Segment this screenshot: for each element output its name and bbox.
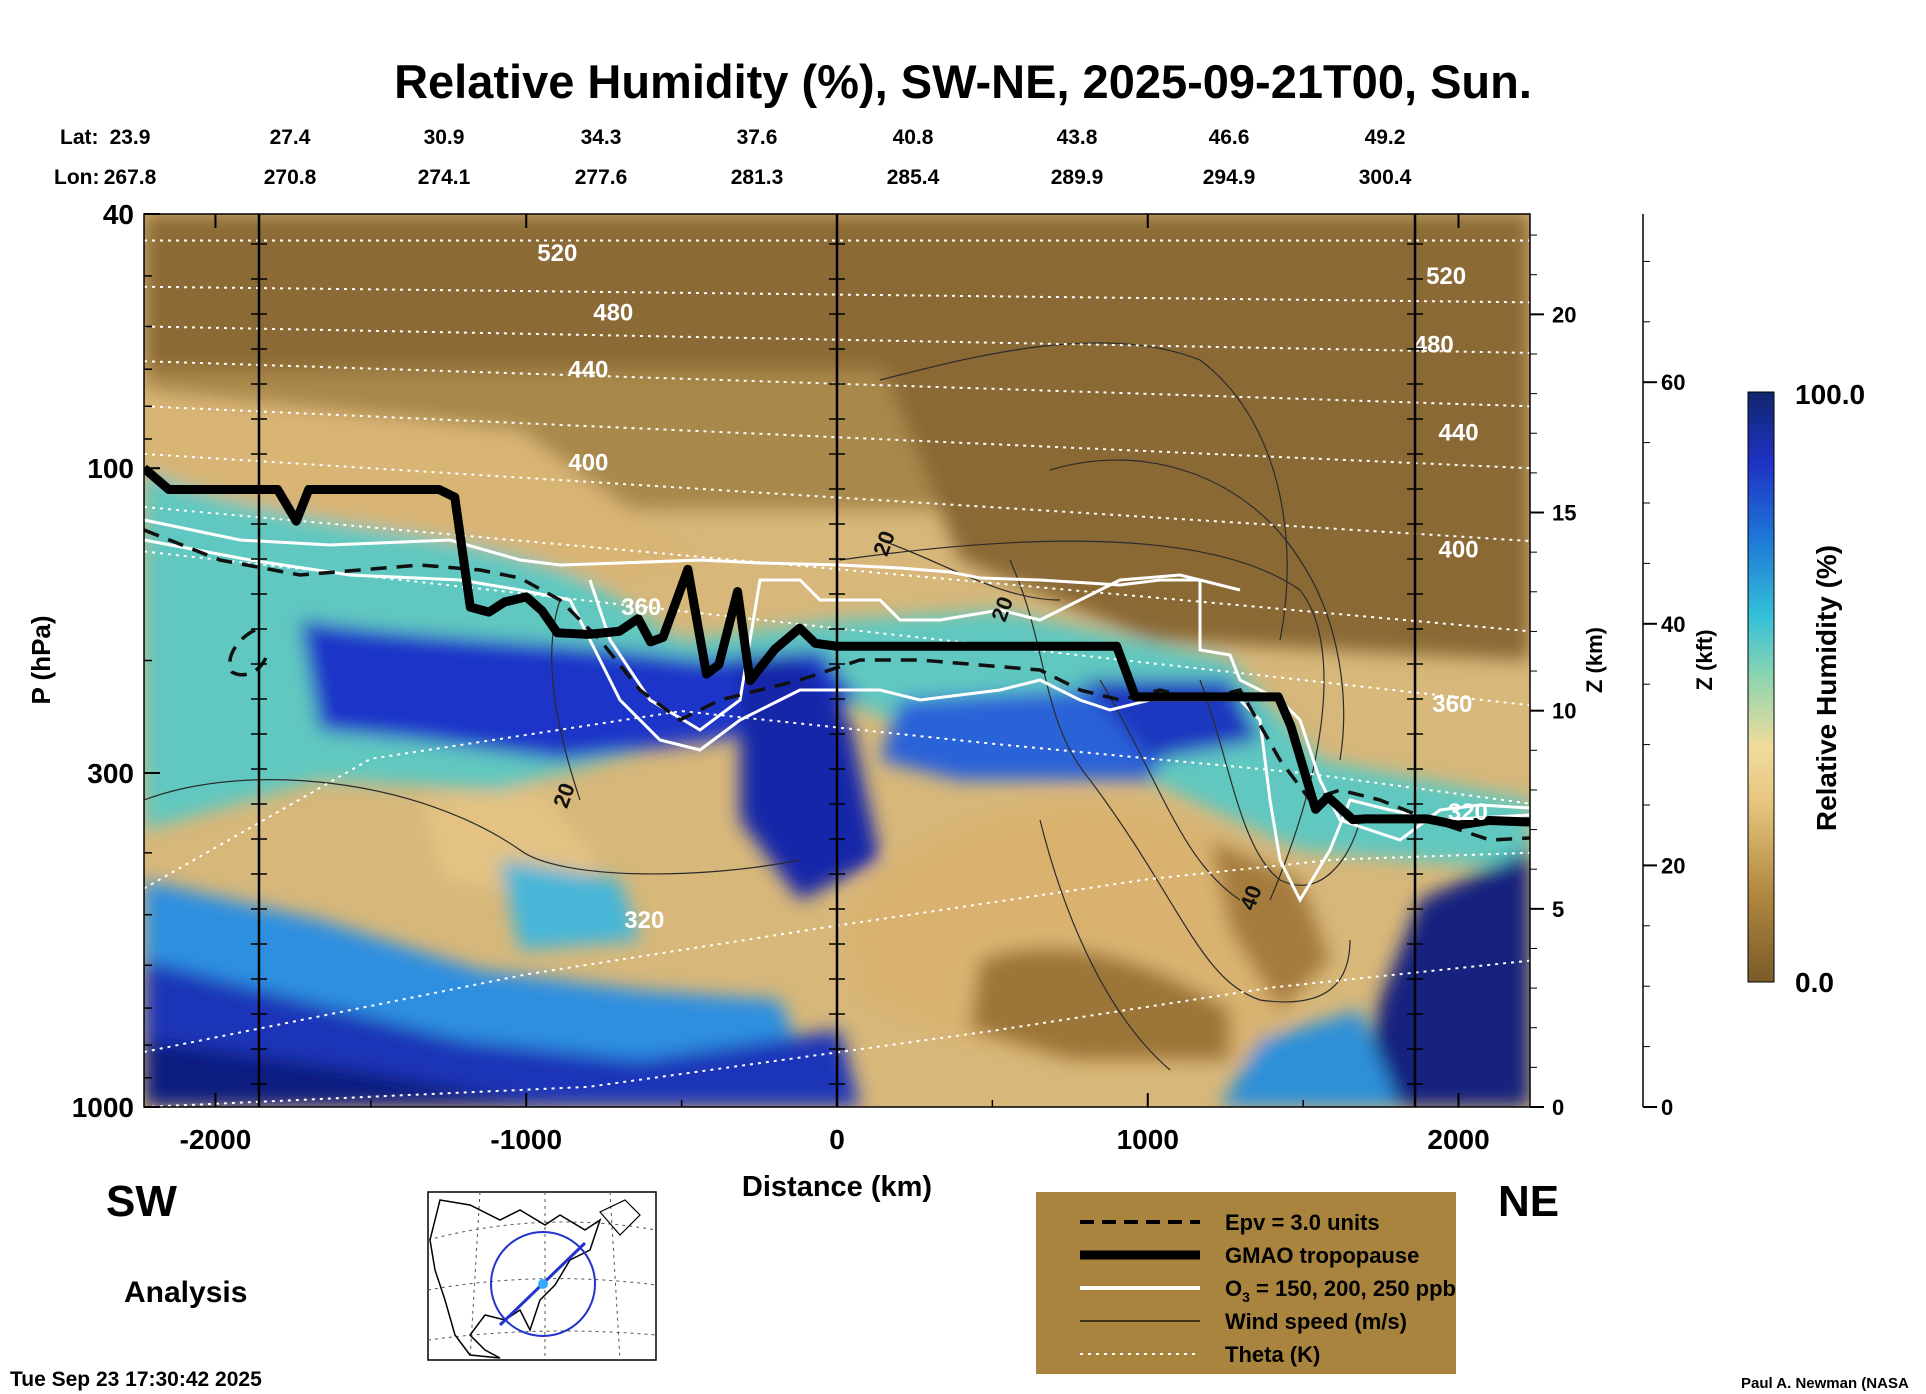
theta-label: 520 [1426, 263, 1466, 290]
lon-value: 267.8 [104, 166, 157, 189]
lon-value: 274.1 [418, 166, 471, 189]
lon-value: 277.6 [575, 166, 628, 189]
x-tick-label: -1000 [490, 1124, 562, 1155]
y-axis-z-kft: 0 20 40 60 [1642, 214, 1685, 1120]
lon-value: 300.4 [1359, 166, 1412, 189]
legend-label: Epv = 3.0 units [1225, 1210, 1380, 1235]
lon-value: 294.9 [1203, 166, 1256, 189]
theta-label: 440 [1439, 420, 1479, 447]
theta-label: 360 [1432, 691, 1472, 718]
legend-label: Wind speed (m/s) [1225, 1309, 1407, 1334]
kft-tick-label: 20 [1661, 853, 1685, 878]
lat-value: 40.8 [893, 126, 934, 149]
y-tick-label: 300 [87, 758, 134, 789]
kft-tick-label: 40 [1661, 612, 1685, 637]
theta-label: 400 [568, 450, 608, 477]
legend-label: O3 = 150, 200, 250 ppb [1225, 1276, 1456, 1305]
z-tick-label: 20 [1552, 302, 1576, 327]
lat-value: 49.2 [1365, 126, 1406, 149]
credit: Paul A. Newman (NASA [1741, 1375, 1909, 1392]
lat-value: 30.9 [424, 126, 465, 149]
y-tick-label: 40 [103, 199, 134, 230]
lat-value: 27.4 [270, 126, 311, 149]
y-axis-z-km: 0 5 10 15 20 [1530, 234, 1576, 1120]
y-tick-label: 100 [87, 453, 134, 484]
x-tick-label: 2000 [1427, 1124, 1489, 1155]
legend-label: GMAO tropopause [1225, 1243, 1419, 1268]
ne-label: NE [1498, 1177, 1559, 1226]
z-tick-label: 15 [1552, 501, 1576, 526]
theta-label: 480 [1414, 331, 1454, 358]
legend: Epv = 3.0 units GMAO tropopause O3 = 150, … [1036, 1192, 1456, 1374]
lat-value: 37.6 [737, 126, 778, 149]
lon-value: 270.8 [264, 166, 317, 189]
theta-label: 320 [624, 907, 664, 934]
theta-contour [144, 959, 1530, 1107]
z-tick-label: 0 [1552, 1095, 1564, 1120]
x-tick-label: 0 [829, 1124, 845, 1155]
y-tick-label: 1000 [72, 1092, 134, 1123]
lat-value: 34.3 [581, 126, 622, 149]
theta-label: 440 [568, 356, 608, 383]
lat-value: 23.9 [110, 126, 151, 149]
sw-label: SW [106, 1177, 177, 1226]
theta-label: 480 [593, 299, 633, 326]
colorbar-label: Relative Humidity (%) [1811, 545, 1842, 831]
theta-label: 520 [537, 240, 577, 267]
lon-value: 289.9 [1051, 166, 1104, 189]
theta-contour [144, 710, 1530, 890]
theta-label: 400 [1439, 536, 1479, 563]
z-kft-axis-label: Z (kft) [1692, 629, 1717, 690]
z-tick-label: 10 [1552, 699, 1576, 724]
timestamp: Tue Sep 23 17:30:42 2025 [10, 1368, 262, 1391]
legend-label: Theta (K) [1225, 1342, 1320, 1367]
gmao-tropopause-line [144, 464, 1530, 830]
kft-tick-label: 0 [1661, 1095, 1673, 1120]
lon-value: 285.4 [887, 166, 940, 189]
colorbar [1747, 391, 1775, 983]
colorbar-min: 0.0 [1795, 967, 1834, 998]
theta-label: 320 [1448, 799, 1488, 826]
lat-value: 46.6 [1209, 126, 1250, 149]
lon-value: 281.3 [731, 166, 784, 189]
z-tick-label: 5 [1552, 897, 1564, 922]
lat-label: Lat: [60, 126, 99, 149]
inset-map [427, 1191, 657, 1361]
colorbar-max: 100.0 [1795, 379, 1865, 410]
kft-tick-label: 60 [1661, 370, 1685, 395]
theta-labels: 520 480 440 400 360 320 520 480 440 400 360 320 [537, 240, 1488, 934]
analysis-label: Analysis [124, 1276, 247, 1309]
x-tick-label: -2000 [180, 1124, 252, 1155]
x-tick-label: 1000 [1117, 1124, 1179, 1155]
x-axis: -2000 -1000 0 1000 2000 [180, 214, 1490, 1155]
lon-label: Lon: [54, 166, 99, 189]
y-axis-label: P (hPa) [26, 615, 56, 704]
y-axis-pressure: 40 100 300 1000 [72, 199, 160, 1123]
theta-label: 360 [621, 594, 661, 621]
lat-lon-row: 23.9 267.8 27.4 270.8 30.9 274.1 34.3 277.6 37.6… [104, 126, 1412, 189]
chart-title: Relative Humidity (%), SW-NE, 2025-09-21… [394, 55, 1532, 108]
x-axis-label: Distance (km) [742, 1171, 932, 1203]
station-lines [250, 214, 1424, 1107]
z-km-axis-label: Z (km) [1582, 627, 1607, 693]
lat-value: 43.8 [1057, 126, 1098, 149]
